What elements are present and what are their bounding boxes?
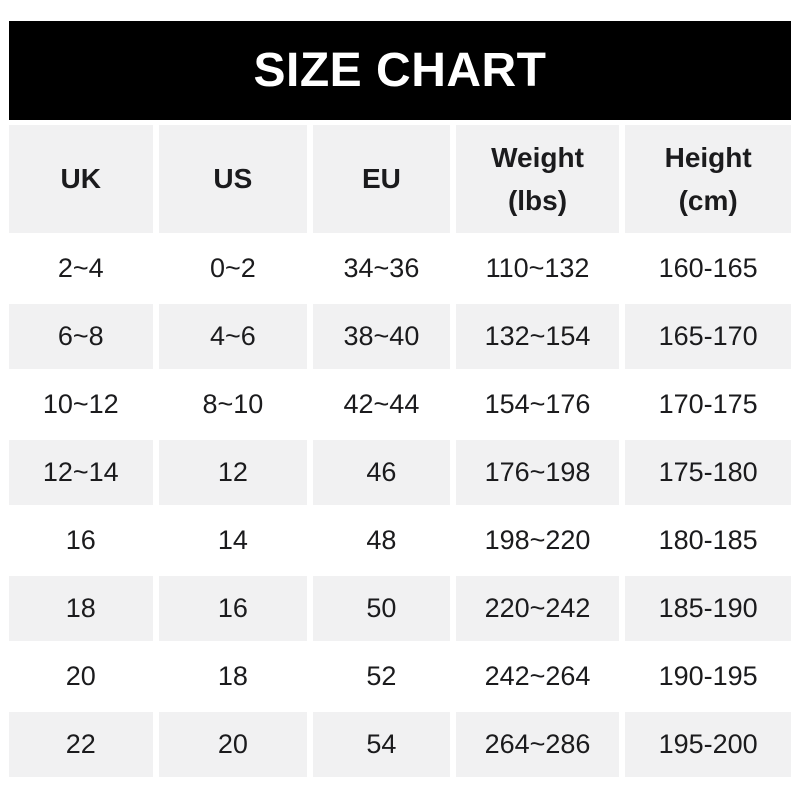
table-cell: 54 bbox=[313, 712, 450, 777]
header-line: US bbox=[213, 163, 253, 195]
table-cell: 176~198 bbox=[455, 440, 620, 505]
table-cell: 220~242 bbox=[455, 576, 620, 641]
table-cell: 4~6 bbox=[158, 304, 308, 369]
table-cell: 154~176 bbox=[455, 372, 620, 437]
table-cell: 46 bbox=[313, 440, 450, 505]
header-line: Height bbox=[664, 141, 752, 173]
table-cell: 0~2 bbox=[158, 236, 308, 301]
table-cell: 34~36 bbox=[313, 236, 450, 301]
table-cell: 6~8 bbox=[9, 304, 153, 369]
table-cell: 242~264 bbox=[455, 644, 620, 709]
table-cell: 42~44 bbox=[313, 372, 450, 437]
table-cell: 198~220 bbox=[455, 508, 620, 573]
table-cell: 170-175 bbox=[625, 372, 791, 437]
table-cell: 18 bbox=[158, 644, 308, 709]
table-cell: 16 bbox=[158, 576, 308, 641]
table-cell: 132~154 bbox=[455, 304, 620, 369]
header-line: EU bbox=[361, 163, 401, 195]
table-cell: 165-170 bbox=[625, 304, 791, 369]
table-cell: 22 bbox=[9, 712, 153, 777]
table-cell: 175-180 bbox=[625, 440, 791, 505]
table-cell: 2~4 bbox=[9, 236, 153, 301]
table-cell: 160-165 bbox=[625, 236, 791, 301]
header-cell-uk: UK bbox=[9, 125, 153, 233]
table-cell: 50 bbox=[313, 576, 450, 641]
table-cell: 12~14 bbox=[9, 440, 153, 505]
table-cell: 264~286 bbox=[455, 712, 620, 777]
header-line: Weight bbox=[491, 141, 584, 173]
header-cell-weight-lbs: Weight (lbs) bbox=[455, 125, 620, 233]
table-cell: 20 bbox=[158, 712, 308, 777]
table-cell: 52 bbox=[313, 644, 450, 709]
header-cell-us: US bbox=[158, 125, 308, 233]
title-banner: SIZE CHART bbox=[9, 21, 791, 120]
table-cell: 110~132 bbox=[455, 236, 620, 301]
size-table: UK US EU Weight (lbs) Height (cm) 2~4 0~2 34~36 11… bbox=[9, 125, 791, 777]
table-cell: 18 bbox=[9, 576, 153, 641]
table-cell: 20 bbox=[9, 644, 153, 709]
table-cell: 190-195 bbox=[625, 644, 791, 709]
table-cell: 48 bbox=[313, 508, 450, 573]
table-cell: 180-185 bbox=[625, 508, 791, 573]
table-cell: 16 bbox=[9, 508, 153, 573]
table-cell: 38~40 bbox=[313, 304, 450, 369]
header-line: (lbs) bbox=[507, 185, 568, 216]
header-cell-height-cm: Height (cm) bbox=[625, 125, 791, 233]
table-cell: 14 bbox=[158, 508, 308, 573]
table-cell: 12 bbox=[158, 440, 308, 505]
table-cell: 8~10 bbox=[158, 372, 308, 437]
page-title: SIZE CHART bbox=[253, 44, 547, 97]
table-cell: 10~12 bbox=[9, 372, 153, 437]
table-cell: 185-190 bbox=[625, 576, 791, 641]
header-line: UK bbox=[60, 163, 101, 195]
header-line: (cm) bbox=[678, 185, 738, 216]
header-cell-eu: EU bbox=[313, 125, 450, 233]
table-cell: 195-200 bbox=[625, 712, 791, 777]
